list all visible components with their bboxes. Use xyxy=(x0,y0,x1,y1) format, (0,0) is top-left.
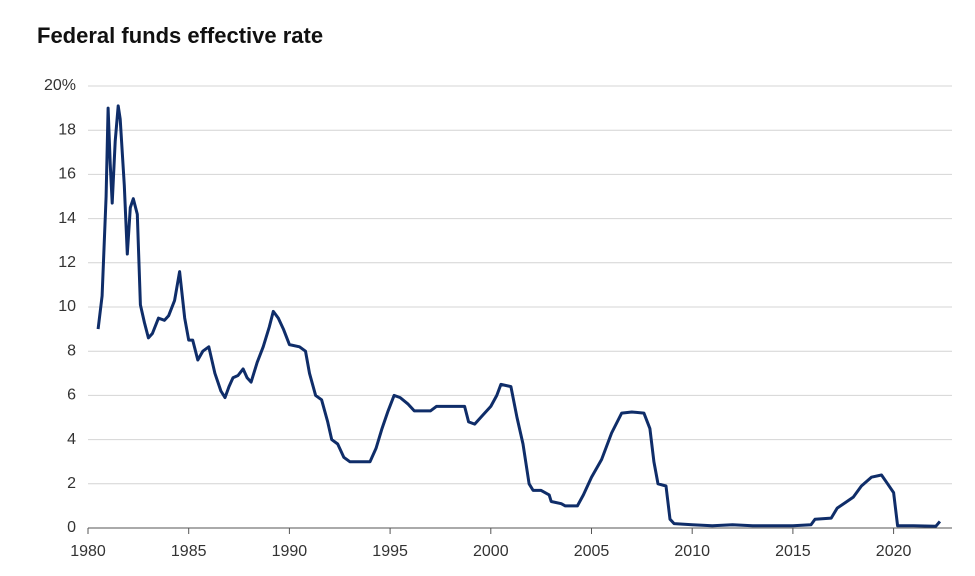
y-tick-label: 0 xyxy=(67,519,76,536)
y-tick-label: 12 xyxy=(58,254,76,271)
x-tick-label: 2005 xyxy=(574,543,610,560)
y-tick-label: 6 xyxy=(67,387,76,404)
y-tick-label: 20% xyxy=(44,77,76,94)
x-tick-label: 2010 xyxy=(674,543,710,560)
x-tick-label: 2000 xyxy=(473,543,509,560)
y-tick-label: 14 xyxy=(58,210,76,227)
rate-line xyxy=(96,104,942,528)
x-tick-label: 1995 xyxy=(372,543,408,560)
x-tick-label: 2020 xyxy=(876,543,912,560)
x-tick-label: 2015 xyxy=(775,543,811,560)
x-tick-label: 1985 xyxy=(171,543,207,560)
y-tick-label: 16 xyxy=(58,166,76,183)
y-tick-label: 2 xyxy=(67,475,76,492)
y-tick-label: 10 xyxy=(58,298,76,315)
y-tick-label: 4 xyxy=(67,431,76,448)
y-tick-label: 18 xyxy=(58,121,76,138)
x-tick-label: 1980 xyxy=(70,543,106,560)
x-tick-label: 1990 xyxy=(272,543,308,560)
y-tick-label: 8 xyxy=(67,342,76,359)
chart-title: Federal funds effective rate xyxy=(37,23,323,48)
